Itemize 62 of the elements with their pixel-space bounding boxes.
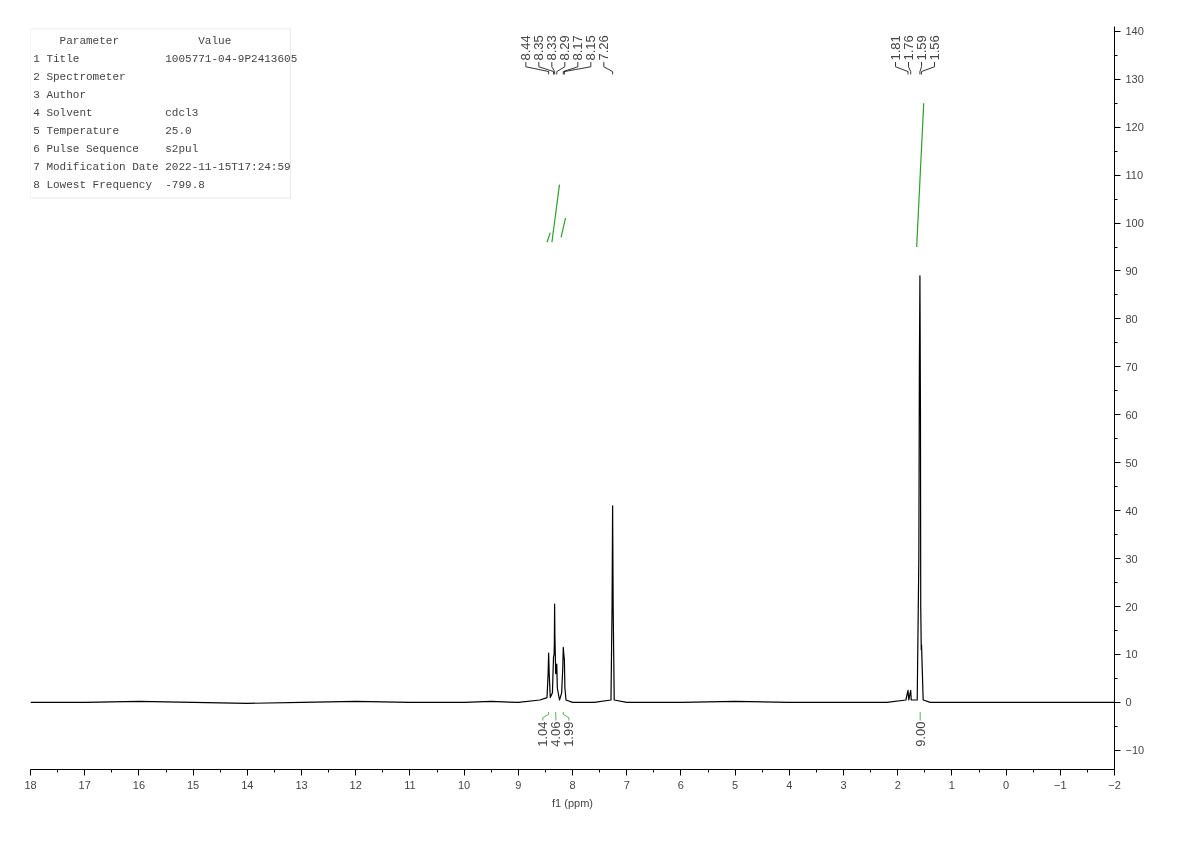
x-tick-label: 12 [349, 778, 362, 791]
y-tick-label: 140 [1125, 25, 1144, 38]
annotation: 5 Temperature 25.0 [33, 124, 192, 137]
annotation: 1.76 [901, 35, 917, 61]
x-tick-label: 3 [840, 778, 847, 791]
x-tick-label: 10 [457, 778, 471, 791]
annotation: 7.26 [596, 35, 612, 61]
y-tick-label: 0 [1125, 696, 1132, 709]
annotation: 1.99 [561, 721, 577, 747]
annotation: 6 Pulse Sequence s2pul [33, 142, 199, 155]
x-axis-title: f1 (ppm) [552, 796, 593, 809]
annotation: 8 Lowest Frequency -799.8 [33, 178, 205, 191]
x-tick-label: 14 [241, 778, 254, 791]
annotation: 7 Modification Date 2022-11-15T17:24:59 [33, 160, 291, 173]
x-tick-label: 9 [515, 778, 522, 791]
x-tick-label: 13 [295, 778, 308, 791]
y-tick-label: 40 [1125, 504, 1138, 517]
annotation: 8.33 [544, 35, 560, 61]
y-tick-label: 100 [1125, 217, 1144, 230]
y-tick-label: 80 [1125, 312, 1138, 325]
annotation: 9.00 [912, 721, 928, 747]
y-tick-label: 30 [1125, 552, 1138, 565]
x-tick-label: 17 [78, 778, 91, 791]
y-tick-label: 10 [1125, 648, 1138, 661]
annotation: 8.17 [570, 35, 586, 61]
y-tick-label: 110 [1125, 169, 1144, 182]
x-tick-label: 8 [569, 778, 576, 791]
y-tick-label: 20 [1125, 600, 1138, 613]
x-tick-label: 18 [24, 778, 37, 791]
x-tick-label: −2 [1108, 778, 1121, 791]
x-tick-label: −1 [1054, 778, 1067, 791]
x-tick-label: 5 [732, 778, 739, 791]
x-tick-label: 15 [186, 778, 200, 791]
x-tick-label: 6 [677, 778, 684, 791]
annotation: 1.81 [888, 35, 904, 61]
annotation: 4.06 [548, 721, 564, 747]
x-tick-label: 4 [786, 778, 793, 791]
annotation: 1 Title 1005771-04-9P2413605 [33, 52, 298, 65]
annotation: 8.35 [531, 35, 547, 61]
x-tick-label: 2 [894, 778, 901, 791]
annotation: 4 Solvent cdcl3 [33, 106, 199, 119]
annotation: 3 Author [33, 88, 87, 101]
y-tick-label: 70 [1125, 360, 1138, 373]
y-tick-label: 60 [1125, 408, 1138, 421]
y-tick-label: 120 [1125, 121, 1144, 134]
annotation: 8.44 [518, 35, 534, 61]
annotation: 2 Spectrometer [33, 70, 126, 83]
y-tick-label: 130 [1125, 73, 1144, 86]
annotation: 1.56 [927, 35, 943, 61]
annotation: 8.15 [583, 35, 599, 61]
x-tick-label: 11 [404, 778, 416, 791]
x-tick-label: 16 [132, 778, 146, 791]
annotation: 8.29 [557, 35, 573, 61]
y-tick-label: 50 [1125, 456, 1138, 469]
annotation: Parameter Value [33, 34, 232, 47]
y-tick-label: 90 [1125, 264, 1138, 277]
x-tick-label: 7 [623, 778, 630, 791]
x-tick-label: 1 [948, 778, 955, 791]
x-tick-label: 0 [1003, 778, 1010, 791]
y-tick-label: −10 [1125, 744, 1145, 757]
annotation: 1.59 [914, 35, 930, 61]
annotation: 1.04 [535, 721, 551, 747]
